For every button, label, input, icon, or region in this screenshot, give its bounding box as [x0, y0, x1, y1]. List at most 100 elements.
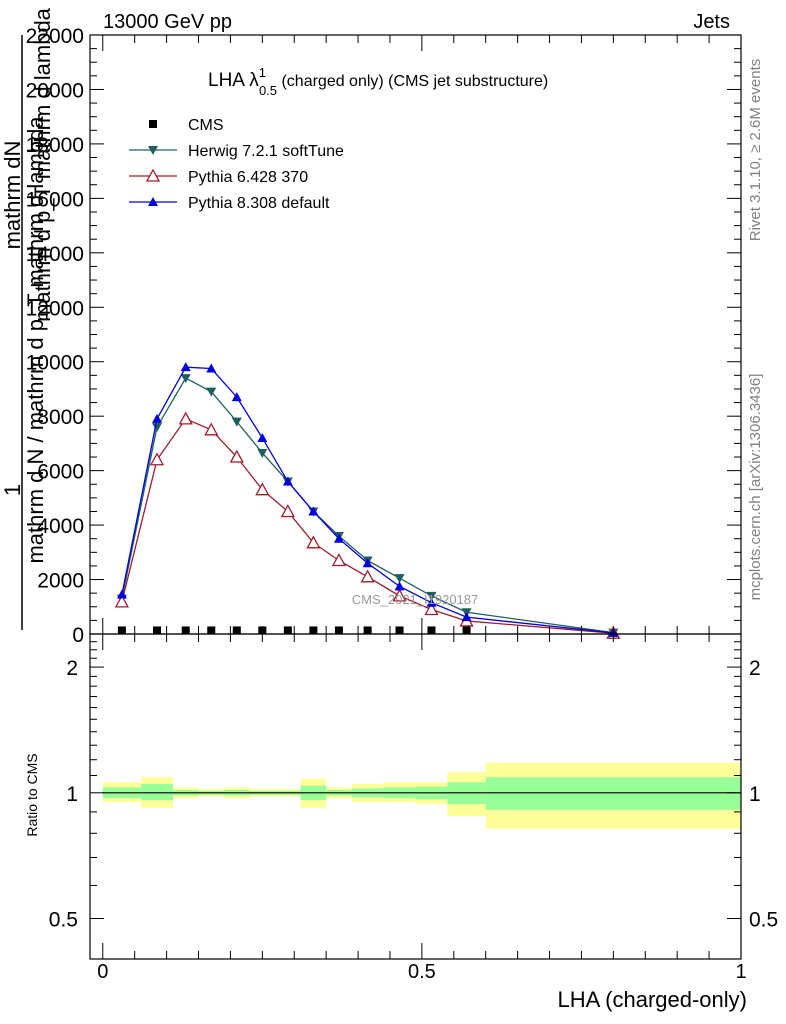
main-series-layer: [114, 362, 621, 639]
data-point: [394, 581, 405, 591]
y-tick-label: 20000: [26, 79, 84, 102]
mcplots-credit-label: mcplots.cern.ch [arXiv:1306.3436]: [747, 374, 764, 601]
ratio-y-tick-label: 1: [66, 783, 78, 806]
y-tick-label: 22000: [26, 25, 84, 48]
series-line: [121, 366, 614, 634]
data-point: [207, 626, 216, 635]
data-point: [334, 626, 343, 635]
data-point: [232, 626, 241, 635]
data-point: [395, 626, 404, 635]
data-point: [153, 626, 162, 635]
legend-marker: [145, 168, 161, 182]
y-axis-label: 1 mathrm d N / mathrm d p_T mathrm d lam…: [0, 7, 55, 630]
y-tick-label: 18000: [26, 134, 84, 157]
data-point: [178, 411, 193, 425]
legend-label: Pythia 8.308 default: [188, 195, 330, 212]
y-tick-label: 12000: [26, 297, 84, 320]
y-tick-label: 14000: [26, 243, 84, 266]
data-point: [229, 449, 244, 463]
legend: CMS Herwig 7.2.1 softTune Pythia 6.428 370…: [129, 117, 344, 212]
data-point: [427, 626, 436, 635]
data-point: [116, 589, 127, 599]
legend-entry: Herwig 7.2.1 softTune: [129, 143, 344, 160]
x-tick-label: 0.5: [408, 961, 436, 983]
data-point: [331, 553, 347, 567]
y-tick-label: 0: [72, 624, 84, 647]
legend-label: CMS: [188, 117, 224, 134]
data-point: [231, 392, 242, 402]
ratio-y-tick-label: 2: [66, 657, 78, 680]
x-axis-label: LHA (charged-only): [557, 987, 747, 1012]
y-axis-label-denominator: mathrm d p_T mathrm d lambda: [30, 7, 55, 322]
y-axis-label-formula: mathrm d N / mathrm d p_T mathrm d lambd…: [23, 116, 48, 564]
y-tick-label: 2000: [37, 570, 84, 593]
legend-label: Herwig 7.2.1 softTune: [188, 143, 344, 160]
legend-marker: [148, 146, 158, 155]
data-point: [394, 574, 405, 584]
data-point: [333, 533, 344, 543]
data-point: [206, 363, 217, 373]
legend-entry: Pythia 8.308 default: [129, 195, 330, 212]
main-axes: 0 2000 4000 6000 8000 10000 12000 14000 16000 180…: [26, 25, 742, 647]
data-point: [308, 506, 319, 516]
data-point: [180, 362, 191, 372]
y-axis-label-prefactor: 1: [0, 484, 25, 496]
y-axis-label-numerator: mathrm dN: [0, 141, 25, 250]
data-point: [180, 374, 191, 384]
data-point: [424, 602, 439, 616]
y-tick-label: 10000: [26, 352, 84, 375]
data-point: [152, 423, 163, 433]
x-tick-label: 1: [735, 961, 746, 983]
x-tick-label: 0: [97, 961, 108, 983]
data-point: [462, 626, 471, 635]
ratio-y-tick-label-right: 0.5: [749, 909, 778, 932]
plot-title: LHA λ1 0.5 (charged only) (CMS jet substr…: [208, 65, 548, 98]
analysis-watermark: CMS_2021_I1920187: [352, 592, 479, 607]
data-point: [114, 594, 130, 608]
data-point: [231, 417, 242, 427]
series-pythia-8-308-default: [116, 362, 619, 637]
data-point: [257, 432, 268, 442]
ratio-band-layer: [102, 762, 741, 829]
data-point: [204, 422, 219, 436]
data-point: [306, 535, 321, 549]
ratio-plot-frame: [89, 633, 742, 960]
ratio-y-tick-label-right: 1: [749, 783, 761, 806]
process-label: 13000 GeV pp: [103, 11, 232, 33]
ratio-axes: 0 0.5 1 0.5 0.5 1 1 2 2: [49, 634, 778, 983]
ratio-inner-band: [141, 783, 173, 801]
data-point: [255, 482, 270, 496]
ratio-y-tick-label: 0.5: [49, 909, 78, 932]
data-point: [362, 558, 373, 568]
data-point: [257, 448, 268, 458]
category-label: Jets: [693, 11, 730, 33]
data-point: [152, 413, 163, 423]
data-point: [283, 626, 292, 635]
data-point: [149, 452, 165, 466]
ratio-y-tick-label-right: 2: [749, 657, 761, 680]
y-tick-label: 4000: [37, 515, 84, 538]
y-tick-label: 8000: [37, 406, 84, 429]
ratio-y-axis-label: Ratio to CMS: [24, 753, 40, 836]
y-tick-label: 16000: [26, 188, 84, 211]
data-point: [181, 626, 190, 635]
data-point: [117, 626, 126, 635]
legend-entry: Pythia 6.428 370: [129, 168, 308, 186]
data-point: [206, 387, 217, 397]
data-point: [426, 597, 437, 607]
ratio-inner-band: [485, 777, 741, 810]
data-point: [363, 626, 372, 635]
data-point: [461, 612, 472, 622]
data-point: [426, 591, 437, 601]
y-tick-label: 6000: [37, 461, 84, 484]
legend-marker: [149, 120, 157, 128]
legend-entry: CMS: [149, 117, 224, 134]
data-point: [280, 504, 295, 518]
data-point: [282, 476, 293, 486]
legend-marker: [148, 197, 158, 206]
rivet-version-label: Rivet 3.1.10, ≥ 2.6M events: [747, 59, 764, 242]
data-point: [360, 569, 375, 583]
data-point: [392, 588, 407, 602]
legend-label: Pythia 6.428 370: [188, 169, 308, 186]
